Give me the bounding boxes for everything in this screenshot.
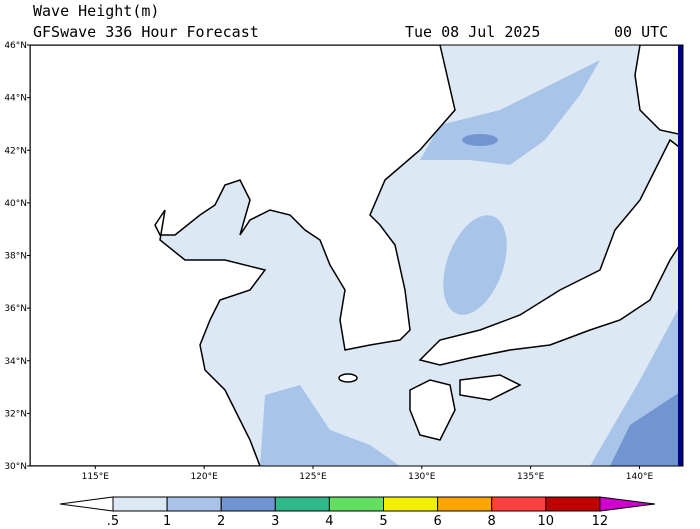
lat-label: 40°N (4, 199, 27, 209)
lat-label: 34°N (4, 357, 27, 367)
map (29, 44, 684, 467)
colorbar-label: 5 (379, 514, 387, 525)
subtitle: GFSwave 336 Hour Forecast (33, 23, 259, 41)
lat-label: 44°N (4, 94, 27, 104)
colorbar-label: 1 (163, 514, 171, 525)
colorbar-label: 3 (271, 514, 279, 525)
lat-label: 30°N (4, 462, 27, 472)
lat-label: 46°N (4, 41, 27, 51)
lon-label: 135°E (517, 472, 545, 482)
colorbar-label: 12 (592, 514, 609, 525)
lat-label: 36°N (4, 304, 27, 314)
lon-label: 120°E (190, 472, 218, 482)
colorbar-label: 6 (433, 514, 441, 525)
colorbar-extend-high (599, 496, 656, 512)
colorbar-label: 2 (217, 514, 225, 525)
colorbar-segment (274, 496, 330, 512)
colorbar-extend-low (59, 496, 114, 512)
date: Tue 08 Jul 2025 (405, 23, 540, 41)
wave-region (610, 390, 683, 466)
colorbar-segment (112, 496, 168, 512)
colorbar-segment (545, 496, 601, 512)
colorbar-segment (220, 496, 276, 512)
jeju (338, 373, 358, 383)
colorbar-label: 4 (325, 514, 333, 525)
colorbar-segment (166, 496, 222, 512)
lon-label: 115°E (82, 472, 110, 482)
kyushu (409, 379, 456, 441)
lon-label: 130°E (408, 472, 436, 482)
honshu (418, 138, 683, 366)
lon-label: 125°E (299, 472, 327, 482)
colorbar-segment (328, 496, 384, 512)
mainland (30, 45, 456, 466)
colorbar-label: .5 (107, 514, 119, 525)
lon-label: 140°E (626, 472, 654, 482)
shikoku (459, 374, 522, 401)
colorbar-label: 8 (488, 514, 496, 525)
time: 00 UTC (614, 23, 668, 41)
colorbar-segment (437, 496, 493, 512)
colorbar-label: 10 (538, 514, 555, 525)
lat-label: 38°N (4, 252, 27, 262)
wave-region (260, 385, 400, 466)
hokkaido (634, 45, 683, 136)
edge-strip (678, 45, 683, 466)
colorbar-segment (383, 496, 439, 512)
title: Wave Height(m) (33, 2, 159, 20)
lat-label: 42°N (4, 146, 27, 156)
wave-region (462, 134, 498, 146)
colorbar-segment (491, 496, 547, 512)
wave-region (443, 215, 507, 315)
lat-label: 32°N (4, 409, 27, 419)
